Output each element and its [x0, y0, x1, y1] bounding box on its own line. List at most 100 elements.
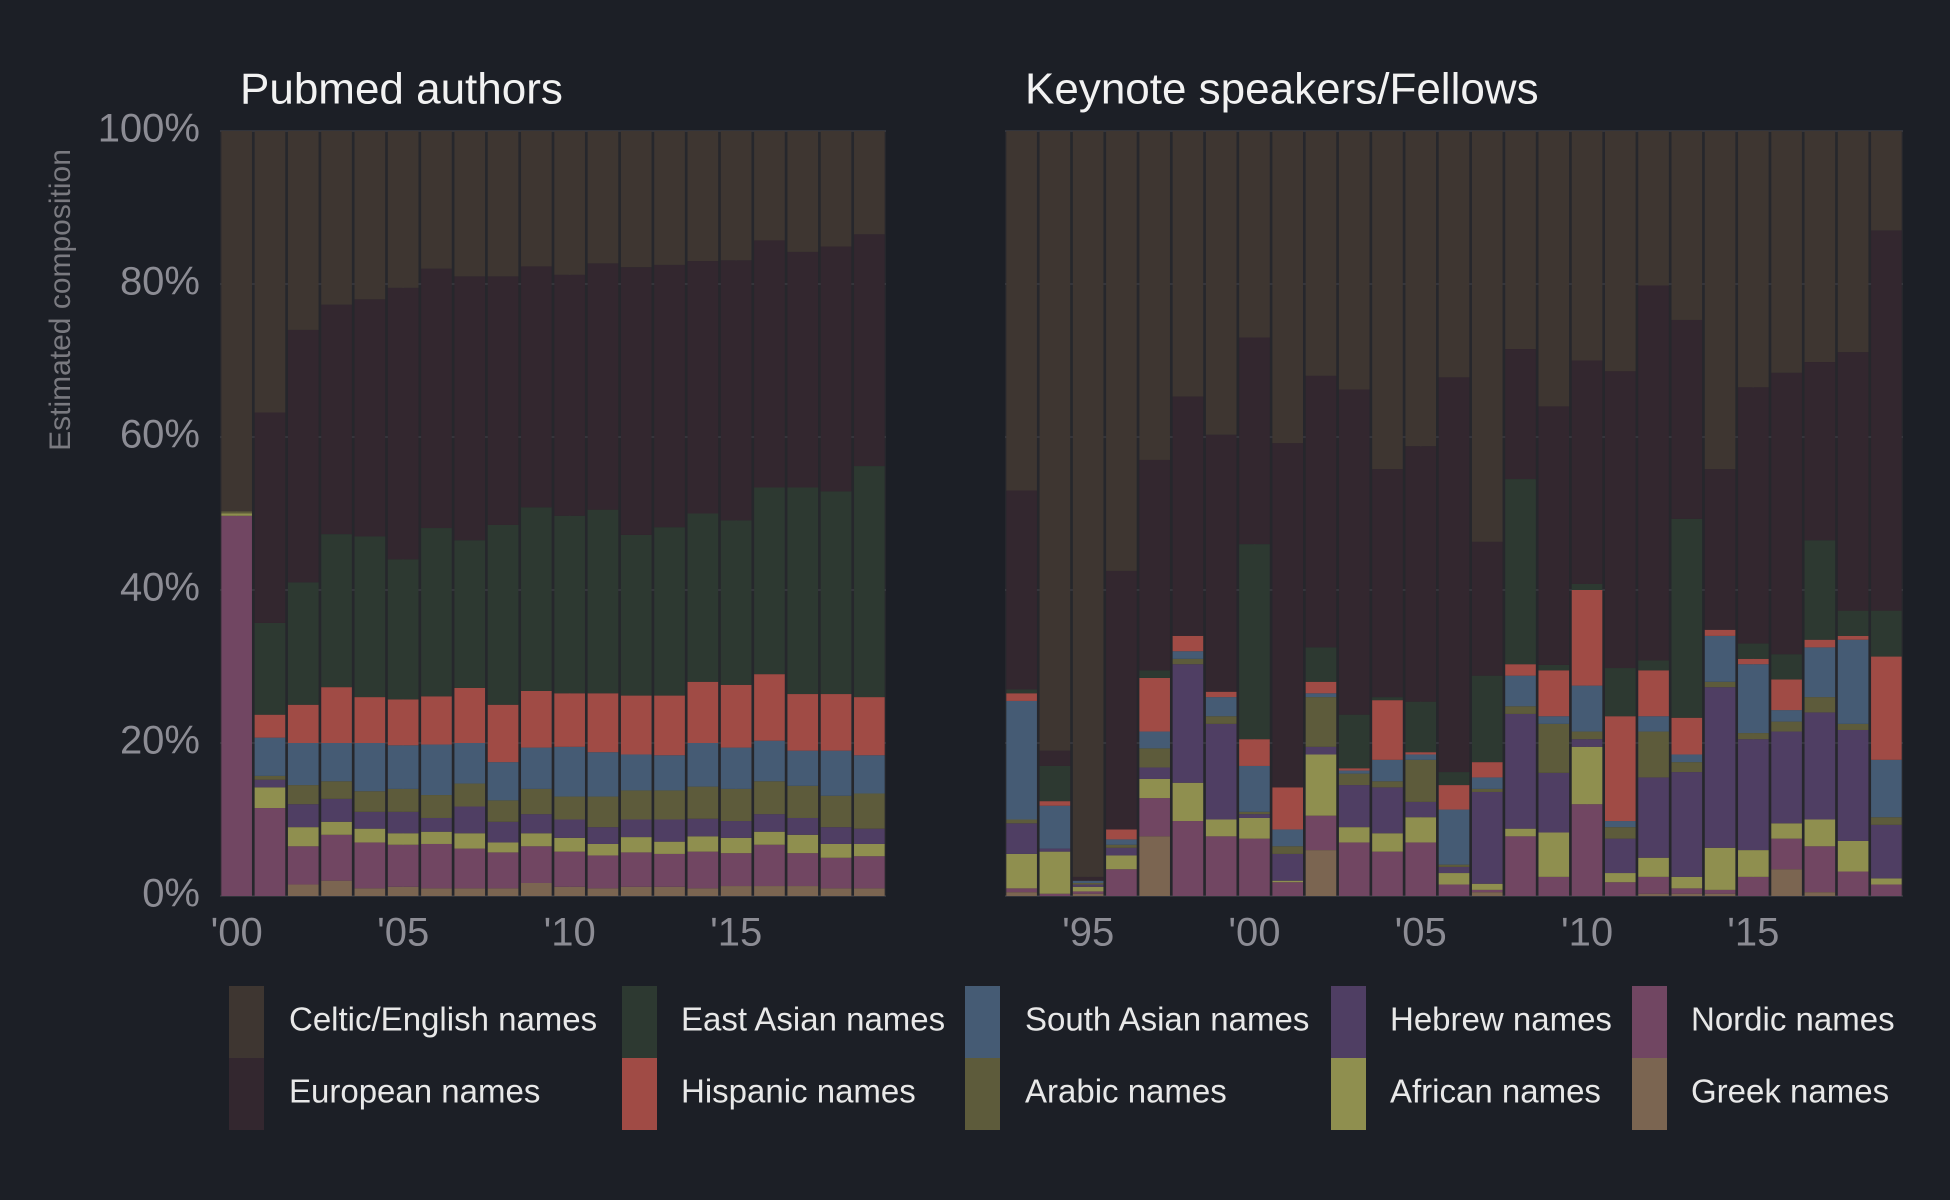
bar-segment [1538, 832, 1570, 877]
bar-segment [521, 846, 552, 883]
bar-segment [487, 800, 519, 822]
bar-segment [1871, 131, 1902, 231]
bar-segment [1006, 490, 1037, 690]
bar-segment [354, 131, 386, 300]
bar-segment [1006, 853, 1037, 889]
x-tick-label: '15 [1727, 911, 1779, 955]
bar-segment [387, 811, 419, 834]
bar-segment [720, 821, 752, 838]
bar-segment [1205, 716, 1237, 724]
bar-segment [387, 745, 419, 789]
bar-segment [687, 818, 719, 837]
bar-segment [387, 833, 419, 845]
bar-segment [787, 251, 819, 488]
bar-segment [787, 487, 819, 695]
bar-segment [354, 743, 386, 792]
bar-segment [1338, 389, 1370, 715]
bar-segment [654, 841, 685, 854]
bar-segment [1239, 544, 1270, 740]
bar-segment [1305, 681, 1337, 694]
bar-segment [1405, 801, 1437, 818]
bar-segment [854, 793, 885, 829]
bar-segment [1671, 772, 1703, 877]
bar-segment [487, 524, 519, 705]
bar-segment [554, 515, 585, 694]
bar-segment [1272, 131, 1304, 444]
bar-segment [1505, 706, 1536, 714]
bar-segment [1837, 871, 1869, 896]
panel-title: Pubmed authors [240, 65, 563, 114]
legend-swatch: Nordic names [1632, 986, 1667, 1058]
x-tick-label: '05 [1395, 911, 1447, 955]
bar-segment [1338, 768, 1370, 771]
bar-segment [1638, 131, 1669, 286]
x-tick-label: '05 [377, 911, 429, 955]
bar-segment [820, 131, 852, 247]
bar-segment [1405, 701, 1437, 753]
bar-segment [1305, 131, 1337, 376]
bar-segment [754, 831, 785, 845]
bar-segment [654, 695, 685, 756]
bar-segment [1072, 891, 1104, 894]
bar-segment [287, 785, 319, 805]
bar-segment [1538, 670, 1570, 717]
bar-segment [787, 785, 819, 818]
bar-segment [1471, 791, 1503, 884]
bar-segment [254, 787, 286, 809]
bar-segment [620, 131, 652, 268]
bar-segment [1804, 819, 1836, 847]
bar-segment [1172, 782, 1204, 822]
bar-segment [854, 755, 885, 794]
bar-segment [1272, 829, 1304, 847]
bar-segment [1106, 829, 1137, 840]
bar-segment [1671, 754, 1703, 763]
bar-segment [1837, 131, 1869, 353]
bar-segment [1538, 876, 1570, 896]
bar-segment [1172, 821, 1204, 896]
bar-segment [321, 781, 352, 799]
bar-segment [287, 704, 319, 743]
bar-segment [1205, 836, 1237, 896]
bar-segment [687, 743, 719, 787]
bar-segment [387, 559, 419, 700]
bar-segment [1139, 778, 1170, 799]
bar-segment [1106, 839, 1137, 845]
bar-segment [1704, 681, 1736, 688]
legend-label: Nordic names [1691, 1001, 1895, 1038]
bar-segment [820, 491, 852, 695]
bar-segment [521, 690, 552, 748]
bar-segment [254, 775, 286, 780]
bar-segment [654, 819, 685, 842]
bar-segment [1538, 772, 1570, 833]
bar-segment [1471, 889, 1503, 893]
bar-segment [254, 737, 286, 776]
bar-segment [1438, 866, 1470, 874]
bar-segment [1139, 836, 1170, 896]
bar-segment [354, 299, 386, 537]
bar-segment [1538, 723, 1570, 773]
bar-segment [487, 704, 519, 763]
bar-segment [254, 779, 286, 788]
bar-segment [1571, 731, 1603, 740]
bar-segment [1239, 765, 1270, 812]
bar-segment [287, 329, 319, 583]
bar-segment [1804, 131, 1836, 363]
x-tick-label: '00 [1228, 911, 1280, 955]
bar-segment [1671, 319, 1703, 519]
legend-swatch: Greek names [1632, 1058, 1667, 1130]
bar-segment [1837, 840, 1869, 872]
bar-segment [1638, 876, 1669, 894]
bar-segment [754, 886, 785, 896]
bar-segment [1139, 731, 1170, 749]
bar-segment [1405, 842, 1437, 896]
bar-segment [1571, 739, 1603, 747]
bar-segment [1305, 850, 1337, 896]
bar-segment [720, 853, 752, 887]
bar-segment [1438, 785, 1470, 810]
bar-segment [1372, 759, 1403, 782]
bar-segment [754, 487, 785, 675]
bar-segment [1505, 828, 1536, 837]
bar-segment [1871, 230, 1902, 611]
bar-segment [1704, 893, 1736, 896]
bar-segment [1505, 479, 1536, 665]
